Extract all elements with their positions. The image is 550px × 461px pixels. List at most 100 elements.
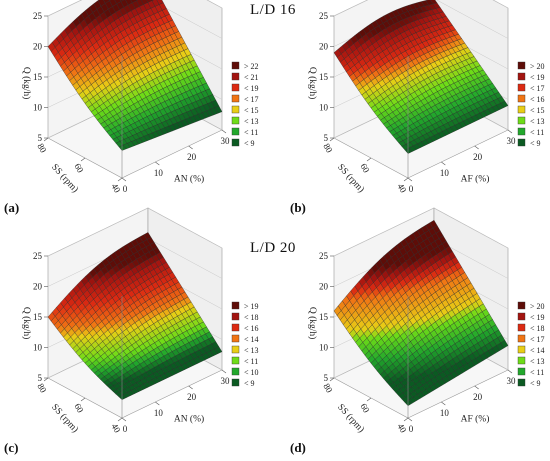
legend-label: < 15 xyxy=(530,106,545,115)
legend-label: < 10 xyxy=(244,368,259,377)
panel-label-b: (b) xyxy=(290,200,306,215)
legend-label: < 13 xyxy=(244,117,259,126)
y-tick-label: 60 xyxy=(358,162,371,175)
z-tick-label: 10 xyxy=(319,343,329,353)
x-tick xyxy=(441,401,446,406)
x-tick-label: 0 xyxy=(409,424,414,434)
legend-swatch xyxy=(517,334,526,343)
legend-swatch xyxy=(231,323,240,332)
legend-swatch xyxy=(517,301,526,310)
legend-label: < 15 xyxy=(244,106,259,115)
z-axis-label: Q (kg/h) xyxy=(21,67,32,99)
legend-swatch xyxy=(231,378,240,387)
y-tick-label: 60 xyxy=(72,162,85,175)
z-tick-label: 5 xyxy=(38,133,43,143)
legend-label: > 20 xyxy=(530,302,545,311)
legend-label: < 16 xyxy=(530,95,545,104)
legend-swatch xyxy=(231,105,240,114)
x-tick xyxy=(188,385,193,390)
x-tick xyxy=(474,385,479,390)
legend-swatch xyxy=(517,94,526,103)
legend-label: < 18 xyxy=(244,313,259,322)
z-tick-label: 25 xyxy=(33,251,43,261)
legend-swatch xyxy=(517,83,526,92)
z-tick-label: 25 xyxy=(319,11,329,21)
response-surface xyxy=(47,0,223,151)
y-tick-label: 80 xyxy=(321,382,334,395)
legend-label: < 19 xyxy=(530,313,545,322)
y-tick-label: 60 xyxy=(358,402,371,415)
z-axis-label: Q (kg/h) xyxy=(307,67,318,99)
z-tick-label: 20 xyxy=(33,42,43,52)
legend-swatch xyxy=(231,301,240,310)
y-tick xyxy=(80,157,86,162)
y-tick-label: 80 xyxy=(321,142,334,155)
z-axis-label: Q (kg/h) xyxy=(21,307,32,339)
y-tick xyxy=(117,177,123,182)
legend-swatch xyxy=(231,138,240,147)
legend-label: > 19 xyxy=(244,302,259,311)
y-tick-label: 80 xyxy=(35,142,48,155)
x-tick xyxy=(188,145,193,150)
legend-label: > 22 xyxy=(244,62,259,71)
y-tick-label: 80 xyxy=(35,382,48,395)
x-axis-label: AN (%) xyxy=(174,174,204,185)
legend-swatch xyxy=(517,345,526,354)
legend-label: < 9 xyxy=(244,379,255,388)
legend-swatch xyxy=(517,323,526,332)
z-gridline xyxy=(333,207,509,257)
x-tick-label: 30 xyxy=(221,376,231,386)
z-axis-label: Q (kg/h) xyxy=(307,307,318,339)
x-tick-label: 0 xyxy=(409,184,414,194)
z-tick-label: 15 xyxy=(319,312,329,322)
x-tick-label: 10 xyxy=(154,168,164,178)
y-tick xyxy=(117,417,123,422)
legend-label: < 14 xyxy=(530,346,545,355)
z-tick-label: 15 xyxy=(319,72,329,82)
z-tick-label: 5 xyxy=(38,373,43,383)
legend-swatch xyxy=(231,61,240,70)
legend-label: > 20 xyxy=(530,62,545,71)
y-tick-label: 40 xyxy=(109,182,122,195)
legend-label: < 14 xyxy=(244,335,259,344)
legend-label: < 13 xyxy=(530,357,545,366)
y-tick xyxy=(366,157,372,162)
section-title-ld16: L/D 16 xyxy=(250,2,296,18)
legend: > 19 < 18 < 16 < 14 < 13 < 11 < 10 < 9 xyxy=(231,301,259,388)
x-tick-label: 30 xyxy=(507,136,517,146)
y-tick xyxy=(43,137,49,142)
z-tick-label: 10 xyxy=(33,343,43,353)
z-tick-label: 25 xyxy=(319,251,329,261)
legend-label: < 11 xyxy=(530,128,544,137)
y-tick xyxy=(43,377,49,382)
x-tick-label: 20 xyxy=(473,392,483,402)
x-tick-label: 0 xyxy=(123,424,128,434)
x-tick xyxy=(507,369,513,374)
section-title-ld20: L/D 20 xyxy=(250,240,296,256)
legend-label: < 18 xyxy=(530,324,545,333)
x-tick-label: 30 xyxy=(507,376,517,386)
x-tick xyxy=(441,161,446,166)
legend-swatch xyxy=(231,94,240,103)
legend-label: < 19 xyxy=(244,84,259,93)
x-tick xyxy=(407,417,413,422)
x-tick xyxy=(474,145,479,150)
legend-swatch xyxy=(517,127,526,136)
x-tick xyxy=(407,177,413,182)
y-tick xyxy=(80,397,86,402)
z-tick-label: 25 xyxy=(33,11,43,21)
x-tick xyxy=(221,129,227,134)
legend-swatch xyxy=(231,72,240,81)
x-tick xyxy=(155,161,160,166)
z-tick-label: 20 xyxy=(319,42,329,52)
y-tick xyxy=(403,177,409,182)
legend-swatch xyxy=(517,367,526,376)
x-tick xyxy=(155,401,160,406)
x-tick xyxy=(121,417,127,422)
y-tick-label: 40 xyxy=(395,422,408,435)
surface-cell xyxy=(214,105,223,114)
legend-swatch xyxy=(231,334,240,343)
z-tick-label: 20 xyxy=(33,282,43,292)
